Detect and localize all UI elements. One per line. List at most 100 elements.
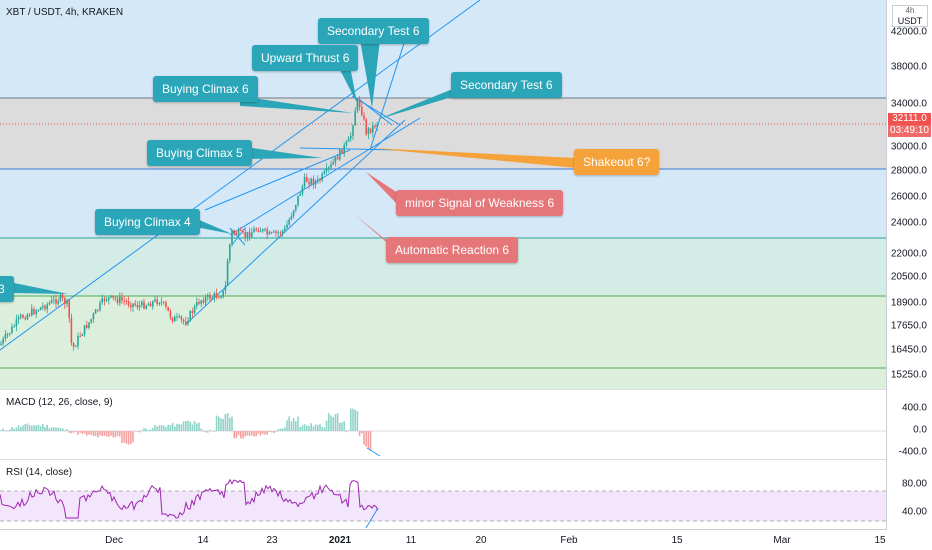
price-axis[interactable]: 42000.0 38000.0 34000.0 30000.0 28000.0 …	[886, 0, 932, 530]
candle-body	[215, 293, 218, 298]
trendline-channel-high[interactable]	[204, 149, 351, 211]
macd-bar	[130, 431, 132, 444]
candle-body	[119, 296, 121, 303]
candle-body	[165, 302, 167, 308]
trendline-horizontal[interactable]	[299, 147, 401, 151]
candle-body	[81, 334, 84, 336]
macd-bar	[281, 428, 284, 431]
macd-bar	[105, 431, 108, 437]
macd-pane[interactable]: MACD (12, 26, close, 9)	[0, 389, 886, 459]
callout-shakeout[interactable]: Shakeout 6?	[574, 149, 660, 175]
candle-body	[15, 319, 18, 327]
macd-bar	[262, 431, 264, 434]
candle-body	[99, 302, 101, 311]
rsi-chart[interactable]	[0, 460, 886, 530]
candle-body	[218, 297, 220, 299]
candle-body	[154, 299, 156, 302]
pointer-shakeout	[370, 148, 576, 168]
candle-body	[136, 304, 139, 308]
macd-bar	[90, 431, 92, 435]
candle-body	[141, 301, 143, 306]
callout-buying-climax-5[interactable]: Buying Climax 5	[147, 140, 252, 166]
candle-body	[160, 301, 163, 303]
macd-bar	[222, 418, 224, 431]
callout-left-edge[interactable]: 3	[0, 276, 14, 302]
trendline-outer[interactable]	[0, 0, 481, 351]
candle-body	[336, 156, 339, 160]
macd-bar	[204, 431, 207, 433]
callout-buying-climax-6[interactable]: Buying Climax 6	[153, 76, 258, 102]
candle-body	[295, 205, 297, 211]
macd-bar	[86, 431, 88, 436]
macd-bar	[81, 431, 84, 434]
macd-bar	[332, 417, 334, 431]
macd-bar	[211, 430, 213, 432]
candle-body	[116, 298, 119, 303]
macd-bar	[31, 425, 33, 431]
pointer-upward-thrust	[338, 66, 357, 103]
candle-body	[79, 335, 81, 337]
macd-bar	[341, 422, 343, 431]
macd-bar	[299, 426, 301, 431]
trendline-wedge-b[interactable]	[359, 99, 393, 126]
candle-body	[72, 342, 75, 347]
candle-body	[191, 311, 194, 313]
macd-bar	[259, 431, 262, 436]
candle-body	[229, 244, 231, 261]
macd-bar	[356, 411, 359, 431]
macd-bar	[273, 431, 275, 433]
currency-badge[interactable]: 4h USDT	[892, 5, 928, 27]
time-label: 2021	[328, 535, 352, 546]
macd-bar	[290, 421, 293, 431]
rsi-pane[interactable]: RSI (14, close)	[0, 459, 886, 530]
candle-body	[105, 299, 108, 301]
macd-bar	[330, 415, 332, 431]
callout-upward-thrust[interactable]: Upward Thrust 6	[252, 45, 359, 71]
macd-bar	[215, 415, 218, 431]
candle-body	[156, 299, 158, 305]
macd-bar	[66, 429, 68, 431]
macd-bar	[200, 428, 202, 431]
callout-minor-signal-of-weakness[interactable]: minor Signal of Weakness 6	[396, 190, 564, 216]
time-axis[interactable]: Dec 14 23 2021 11 20 Feb 15 Mar 15	[0, 529, 886, 550]
macd-bar	[246, 431, 249, 436]
macd-bar	[127, 431, 130, 445]
candle-body	[42, 305, 44, 308]
rsi-title: RSI (14, close)	[6, 467, 73, 478]
macd-bar	[169, 425, 172, 431]
macd-bar	[147, 430, 150, 431]
macd-bar	[17, 425, 20, 431]
callout-secondary-test-right[interactable]: Secondary Test 6	[451, 72, 562, 98]
trendline-channel-mid[interactable]	[229, 117, 421, 236]
candle-body	[361, 106, 363, 116]
candle-body	[189, 311, 191, 322]
macd-bar	[240, 431, 242, 439]
macd-bar	[226, 413, 229, 431]
price-pane[interactable]: XBT / USDT, 4h, KRAKEN Secondary Test 6 …	[0, 0, 886, 389]
trendline-channel-low[interactable]	[184, 119, 406, 326]
callout-buying-climax-4[interactable]: Buying Climax 4	[95, 209, 200, 235]
macd-bar	[187, 420, 189, 431]
candle-body	[26, 314, 29, 320]
candle-body	[121, 296, 123, 301]
callout-automatic-reaction[interactable]: Automatic Reaction 6	[386, 237, 519, 263]
candle-body	[257, 230, 260, 232]
macd-bar	[257, 431, 260, 434]
macd-bar	[79, 431, 81, 433]
candle-body	[292, 210, 295, 217]
callout-secondary-test-top[interactable]: Secondary Test 6	[318, 18, 429, 44]
candle-body	[237, 230, 240, 235]
macd-bar	[365, 431, 367, 447]
candle-body	[339, 149, 341, 160]
macd-bar	[35, 425, 37, 431]
candle-body	[246, 231, 249, 238]
macd-bar	[57, 427, 59, 431]
candle-body	[321, 173, 323, 181]
macd-chart[interactable]	[0, 390, 886, 459]
macd-bar	[336, 413, 339, 431]
currency-top-value: 4	[905, 6, 910, 15]
macd-bar	[270, 431, 273, 433]
candle-body	[266, 229, 268, 235]
last-price-tag: 32111.0	[888, 113, 931, 125]
candlesticks[interactable]	[0, 96, 378, 351]
